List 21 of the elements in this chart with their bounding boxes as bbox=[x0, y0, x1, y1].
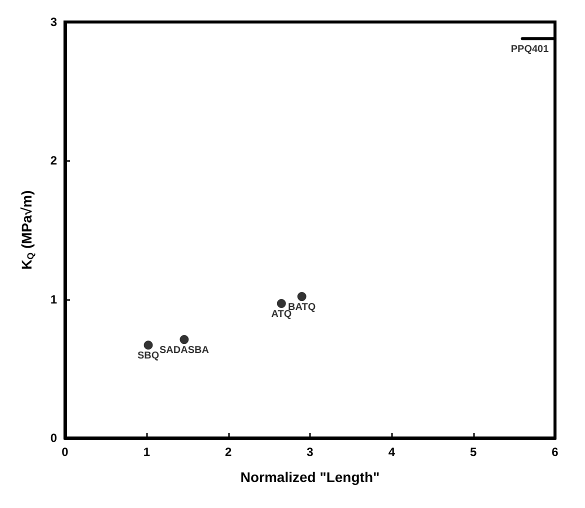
x-tick-label: 4 bbox=[388, 445, 396, 459]
x-tick-label: 6 bbox=[552, 445, 559, 459]
x-axis-title: Normalized "Length" bbox=[240, 469, 380, 485]
annotation: SBQ bbox=[137, 350, 160, 362]
y-axis-title: KQ (MPa√m) bbox=[18, 190, 36, 270]
y-tick-label: 2 bbox=[50, 154, 58, 168]
x-tick-label: 1 bbox=[143, 445, 150, 459]
x-tick-label: 2 bbox=[224, 445, 232, 459]
annotation: PPQ401 bbox=[510, 44, 550, 56]
annotation: SADASBA bbox=[160, 345, 209, 356]
point bbox=[297, 292, 306, 302]
y-tick-label: 0 bbox=[50, 431, 58, 445]
point bbox=[276, 298, 286, 308]
y-tick-label: 3 bbox=[50, 15, 58, 29]
point bbox=[180, 335, 189, 344]
annotation: ATQ bbox=[271, 308, 292, 320]
x-tick-label: 5 bbox=[470, 445, 477, 459]
x-tick-label: 0 bbox=[62, 445, 69, 459]
point bbox=[144, 340, 153, 350]
x-tick-label: 3 bbox=[306, 445, 314, 459]
y-tick-label: 1 bbox=[50, 292, 58, 306]
